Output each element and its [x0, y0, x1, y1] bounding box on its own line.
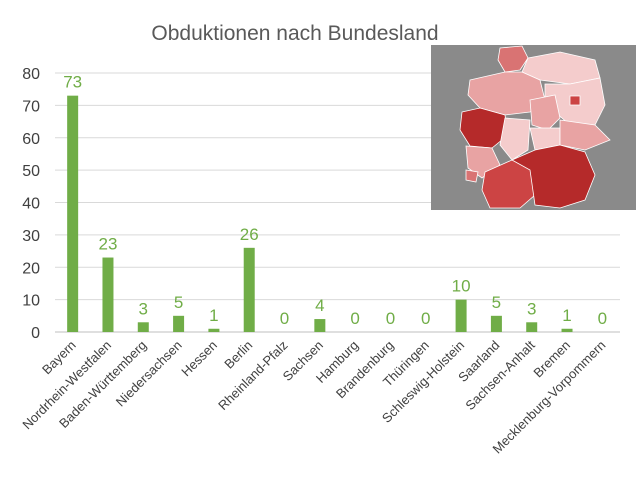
data-label: 3 [139, 299, 148, 318]
bar [490, 315, 502, 332]
map-region-schleswig-holstein [497, 45, 529, 73]
chart-title: Obduktionen nach Bundesland [151, 22, 438, 45]
data-label: 0 [598, 309, 607, 328]
y-tick-label: 50 [22, 163, 40, 180]
map-region-sachsen-anhalt [529, 94, 561, 131]
data-label: 26 [240, 225, 259, 244]
y-tick-label: 60 [22, 131, 40, 148]
germany-map-image [431, 45, 636, 210]
bar [455, 299, 467, 332]
bar [67, 95, 79, 332]
y-tick-label: 80 [22, 66, 40, 83]
map-region-bayern [511, 144, 596, 209]
data-label: 0 [421, 309, 430, 328]
y-tick-label: 40 [22, 196, 40, 213]
bar [208, 328, 220, 332]
data-label: 0 [386, 309, 395, 328]
y-tick-label: 30 [22, 228, 40, 245]
data-label: 5 [492, 293, 501, 312]
bar [102, 257, 114, 332]
bar [137, 322, 149, 332]
bar [526, 322, 538, 332]
bar [173, 315, 185, 332]
bar [561, 328, 573, 332]
gridlines [55, 72, 620, 333]
map-region-sachsen [559, 119, 611, 151]
bar [243, 247, 255, 332]
map-region-saarland [465, 169, 479, 183]
data-label: 73 [63, 73, 82, 92]
bar [314, 319, 326, 332]
x-tick-label: Hessen [178, 338, 220, 380]
map-region-berlin [569, 95, 581, 106]
data-label: 23 [99, 235, 118, 254]
data-label: 3 [527, 299, 536, 318]
bars [67, 95, 573, 332]
map-region-nordrhein-westfalen [459, 107, 509, 149]
y-tick-label: 70 [22, 98, 40, 115]
data-label: 0 [350, 309, 359, 328]
data-label: 10 [452, 277, 471, 296]
y-tick-label: 10 [22, 293, 40, 310]
y-tick-label: 20 [22, 260, 40, 277]
data-label: 1 [562, 306, 571, 325]
map-region-hessen [499, 117, 531, 161]
data-label: 0 [280, 309, 289, 328]
y-tick-label: 0 [31, 325, 40, 342]
x-axis-ticks: BayernNordrhein-WestfalenBaden-Württembe… [19, 337, 608, 456]
data-label: 4 [315, 296, 324, 315]
y-axis-ticks: 0 10 20 30 40 50 60 70 80 [22, 66, 40, 342]
data-label: 1 [209, 306, 218, 325]
data-label: 5 [174, 293, 183, 312]
